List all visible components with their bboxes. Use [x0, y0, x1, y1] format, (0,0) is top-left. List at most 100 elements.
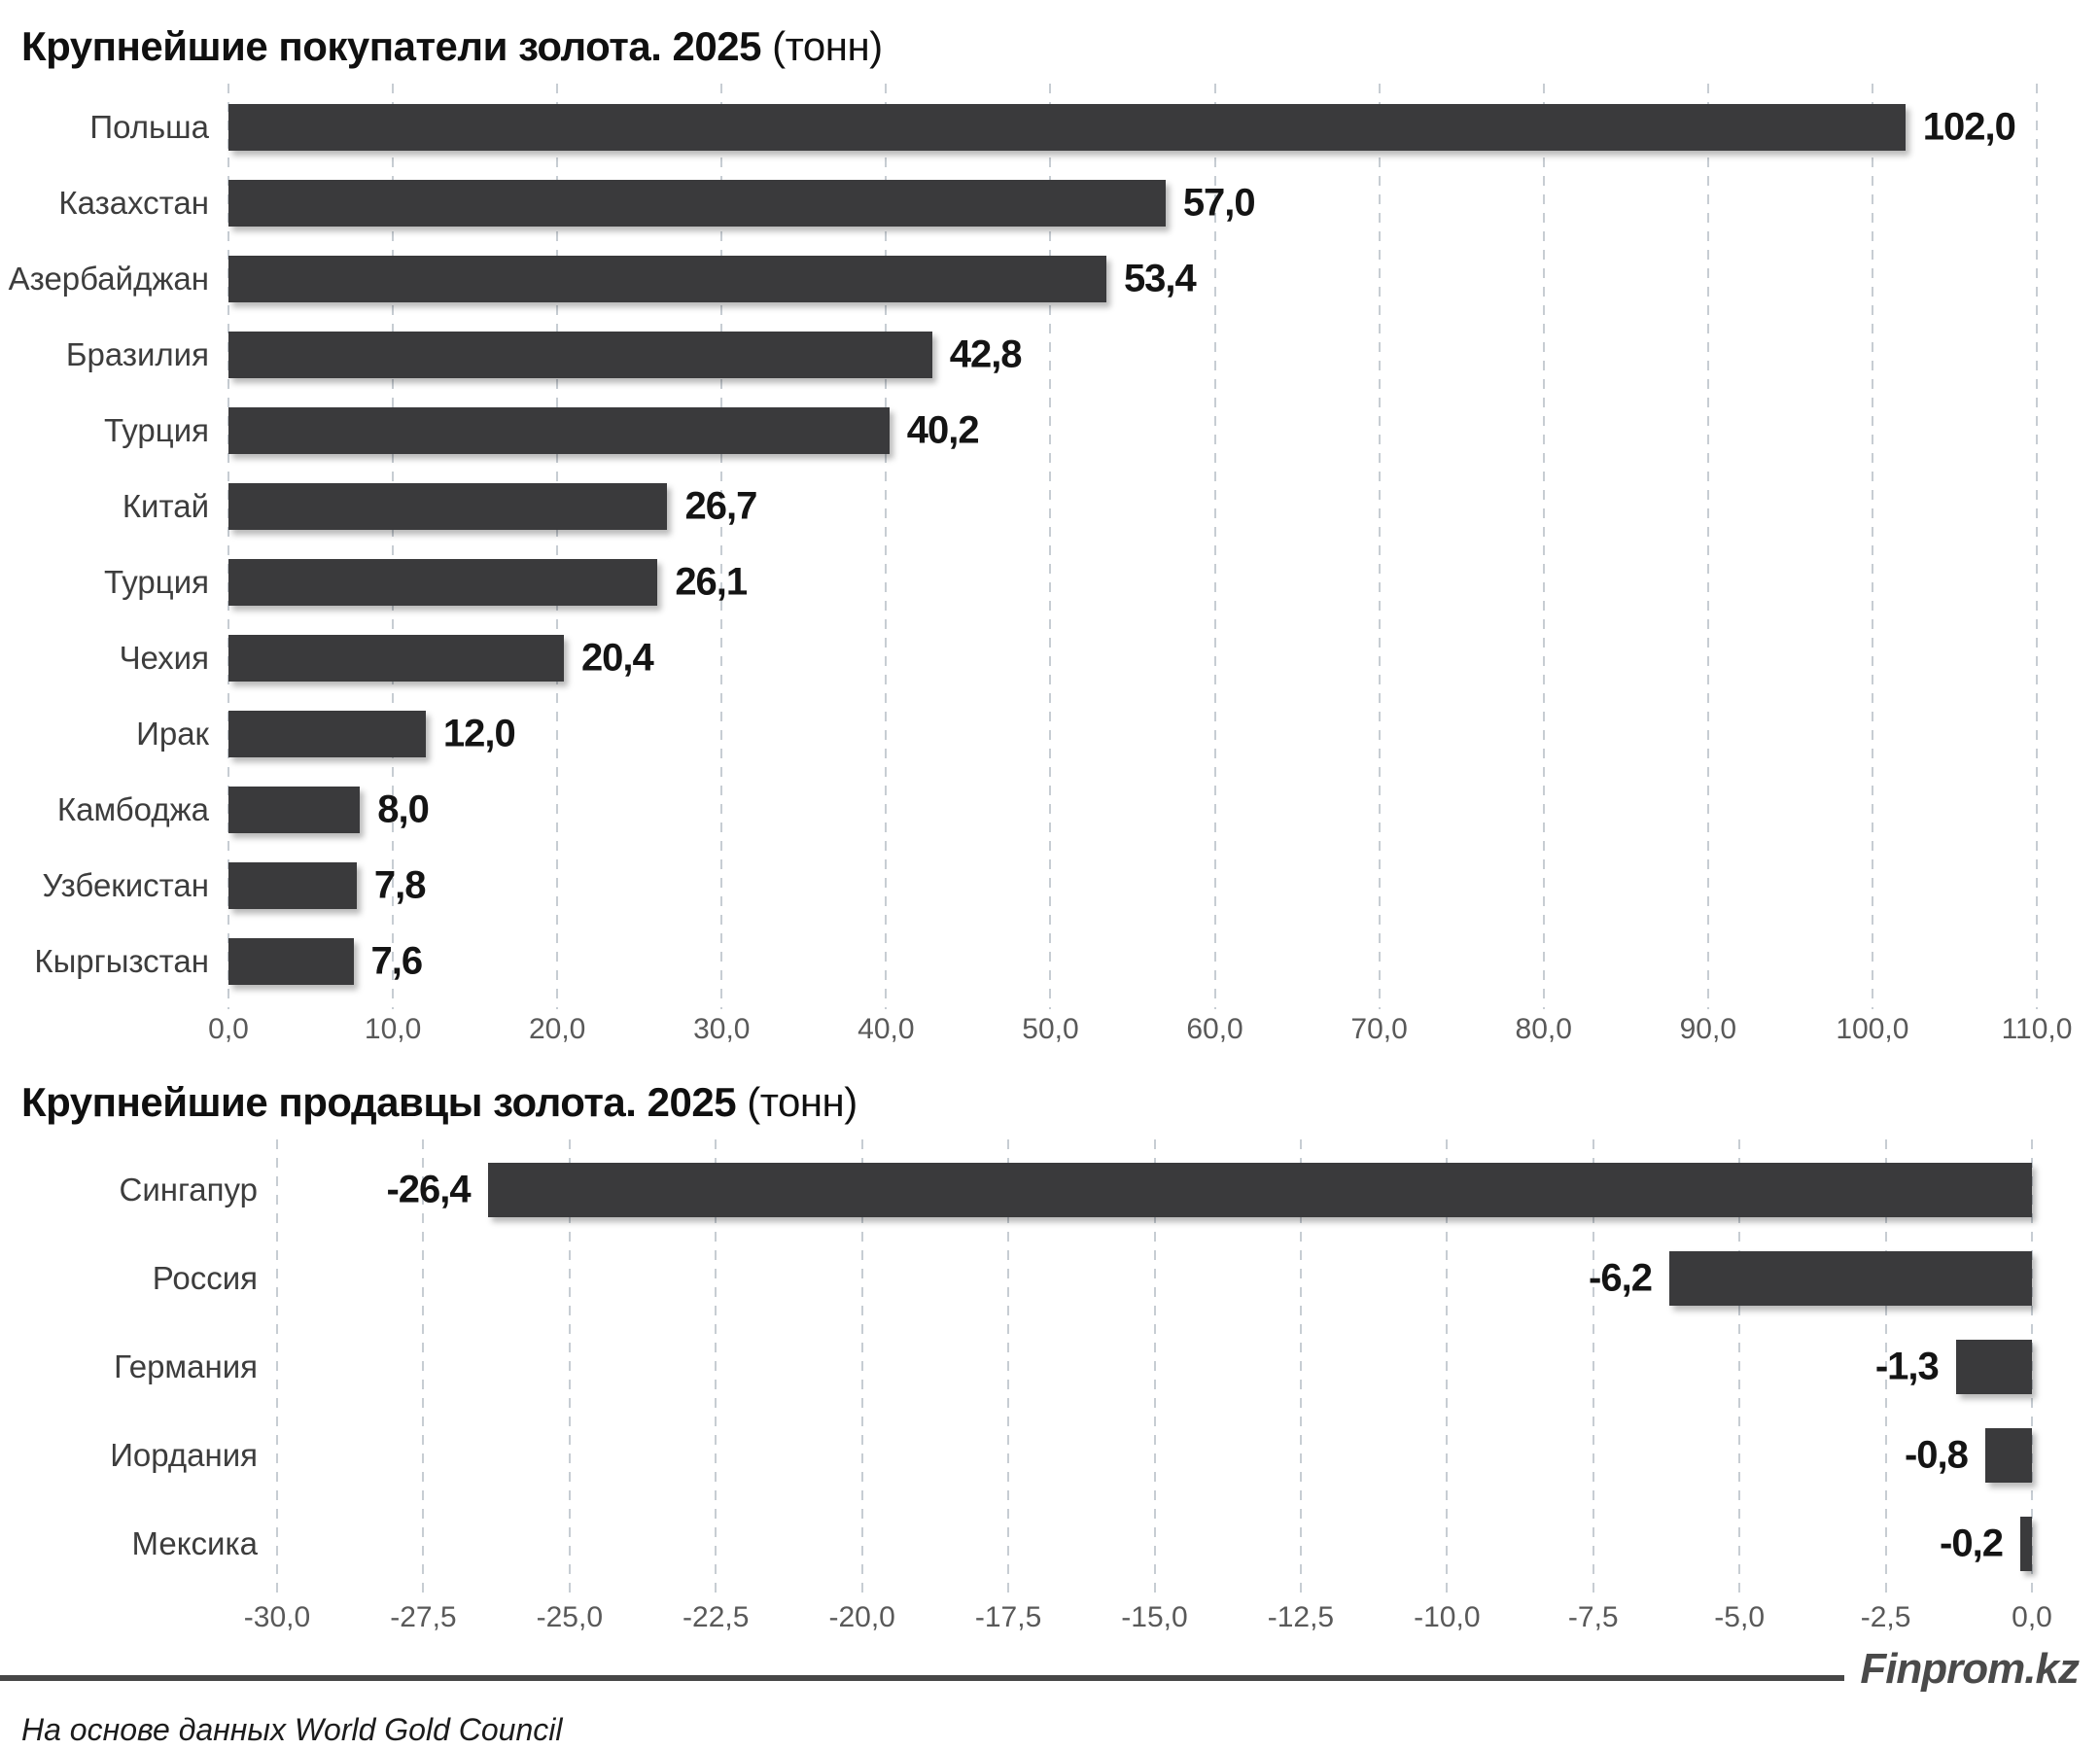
sellers-chart-title: Крупнейшие продавцы золота. 2025 (тонн)	[21, 1079, 2100, 1126]
value-label: 26,1	[675, 560, 748, 604]
category-label: Мексика	[131, 1524, 258, 1561]
gridline	[885, 84, 888, 1009]
value-label: 53,4	[1123, 257, 1197, 300]
gridline	[1049, 84, 1052, 1009]
gridline	[1592, 1139, 1594, 1597]
gridline	[860, 1139, 863, 1597]
value-label: 42,8	[949, 332, 1023, 376]
axis-tick-label: -7,5	[1567, 1601, 1619, 1633]
category-label: Турция	[104, 411, 209, 448]
bar-row: Чехия 20,4	[120, 620, 2037, 696]
axis-tick-label: -17,5	[974, 1601, 1042, 1633]
bar-row: Бразилия 42,8	[66, 317, 2037, 393]
category-label: Польша	[89, 108, 209, 145]
bar	[1668, 1250, 2032, 1306]
axis-tick-label: 100,0	[1836, 1013, 1909, 1045]
bar-row: Камбоджа 8,0	[57, 772, 2037, 848]
buyers-x-axis: 0,0 10,0 20,0 30,0 40,0 50,0 60,0 70,0 80,0 90,0 1…	[208, 999, 2072, 1052]
axis-tick-label: 0,0	[2012, 1601, 2052, 1633]
axis-tick-label: 70,0	[1350, 1013, 1408, 1045]
gridline	[715, 1139, 718, 1597]
bar	[1984, 1427, 2032, 1483]
bar	[228, 558, 658, 606]
axis-tick-label: -12,5	[1267, 1601, 1335, 1633]
axis-tick-label: -20,0	[828, 1601, 895, 1633]
bar-rows: Польша 102,0 Казахстан 57,0 Азербайджан 53,4 Б…	[9, 89, 2037, 999]
gridline	[1884, 1139, 1887, 1597]
gridline	[1542, 84, 1545, 1009]
value-label: 12,0	[442, 712, 516, 755]
bar-row: Сингапур -26,4	[119, 1145, 2032, 1234]
axis-tick-label: 50,0	[1022, 1013, 1079, 1045]
sellers-plot-area: Сингапур -26,4 Россия -6,2 Германия -1,3 Иорда…	[110, 1139, 2033, 1597]
axis-tick-label: 20,0	[528, 1013, 586, 1045]
footer-signature-row: Finprom.kz	[0, 1645, 2100, 1702]
bar	[487, 1162, 2032, 1217]
buyers-title-text: Крупнейшие покупатели золота. 2025	[21, 23, 761, 69]
gridline	[556, 84, 559, 1009]
bar-row: Казахстан 57,0	[58, 165, 2037, 241]
axis-tick-label: 80,0	[1515, 1013, 1572, 1045]
value-label: 57,0	[1182, 181, 1256, 225]
sellers-chart-section: Крупнейшие продавцы золота. 2025 (тонн) …	[0, 1079, 2100, 1640]
gridline	[1446, 1139, 1449, 1597]
gridline	[228, 84, 229, 1009]
axis-tick-label: -30,0	[243, 1601, 311, 1633]
category-label: Ирак	[136, 715, 209, 752]
bar-row: Турция 40,2	[104, 393, 2037, 469]
gridline	[1153, 1139, 1156, 1597]
buyers-chart-title: Крупнейшие покупатели золота. 2025 (тонн…	[21, 23, 2100, 70]
bar	[228, 255, 1106, 302]
axis-tick-label: -10,0	[1414, 1601, 1481, 1633]
bar-row: Польша 102,0	[89, 89, 2037, 165]
axis-tick-label: 30,0	[693, 1013, 751, 1045]
bar-row: Мексика -0,2	[132, 1499, 2032, 1588]
axis-tick-label: -27,5	[390, 1601, 457, 1633]
gridline	[1706, 84, 1709, 1009]
category-label: Чехия	[119, 639, 209, 676]
axis-tick-label: -5,0	[1714, 1601, 1766, 1633]
value-label: -1,3	[1874, 1345, 1940, 1387]
value-label: -0,8	[1904, 1433, 1969, 1476]
axis-tick-label: 110,0	[2001, 1013, 2073, 1045]
category-label: Россия	[152, 1259, 258, 1296]
value-label: -6,2	[1589, 1256, 1653, 1299]
axis-tick-label: -15,0	[1121, 1601, 1188, 1633]
category-label: Германия	[114, 1348, 258, 1384]
gridline	[276, 1139, 278, 1597]
bar-row: Иордания -0,8	[110, 1411, 2032, 1499]
gridline	[1299, 1139, 1302, 1597]
gridline	[392, 84, 395, 1009]
value-label: 26,7	[684, 484, 757, 528]
axis-tick-label: -25,0	[536, 1601, 604, 1633]
source-note: На основе данных World Gold Council	[21, 1712, 563, 1747]
axis-tick-label: -22,5	[682, 1601, 750, 1633]
bar-row: Турция 26,1	[104, 544, 2037, 620]
axis-tick-label: 60,0	[1186, 1013, 1243, 1045]
gridline	[1213, 84, 1216, 1009]
buyers-chart-section: Крупнейшие покупатели золота. 2025 (тонн…	[0, 23, 2100, 1052]
bar	[1955, 1339, 2032, 1394]
category-label: Бразилия	[65, 335, 209, 372]
category-label: Турция	[104, 563, 209, 600]
bar-row: Узбекистан 7,8	[43, 848, 2037, 924]
value-label: 102,0	[1922, 105, 2016, 149]
bar	[228, 937, 354, 985]
gridline	[1378, 84, 1381, 1009]
sellers-title-text: Крупнейшие продавцы золота. 2025	[21, 1079, 737, 1125]
bar	[228, 482, 668, 530]
bar	[228, 634, 564, 682]
buyers-plot-area: Польша 102,0 Казахстан 57,0 Азербайджан 53,4 Б…	[9, 84, 2038, 1009]
gridline	[2036, 84, 2038, 1009]
bar-row: Россия -6,2	[153, 1234, 2032, 1322]
gridline	[720, 84, 723, 1009]
bar-row: Германия -1,3	[114, 1322, 2032, 1411]
bar-rows: Сингапур -26,4 Россия -6,2 Германия -1,3 Иорда…	[110, 1145, 2032, 1588]
gridline	[1007, 1139, 1010, 1597]
category-label: Иордания	[110, 1436, 258, 1473]
value-label: -0,2	[1940, 1522, 2004, 1564]
bar-row: Ирак 12,0	[136, 696, 2037, 772]
value-label: 20,4	[580, 636, 654, 680]
bar	[228, 861, 357, 909]
